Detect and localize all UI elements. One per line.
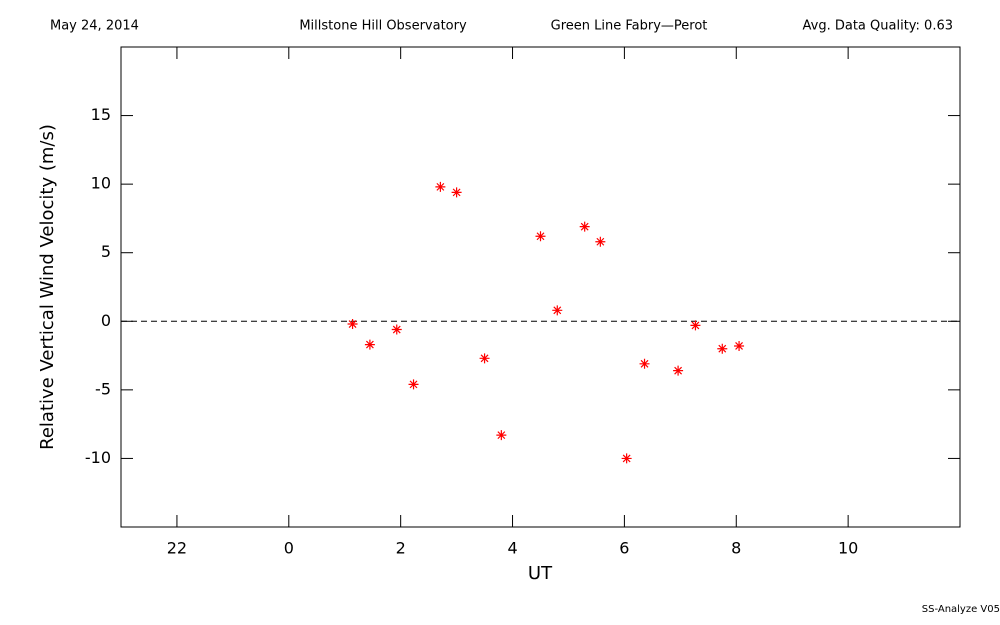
x-tick-label: 8 [731, 539, 741, 558]
y-tick-label: 10 [91, 174, 111, 193]
data-point [408, 379, 419, 390]
data-point [717, 343, 728, 354]
data-point [496, 430, 507, 441]
quality: Avg. Data Quality: 0.63 [803, 19, 953, 34]
data-point [639, 358, 650, 369]
data-point [595, 236, 606, 247]
x-tick-label: 22 [167, 539, 187, 558]
x-tick-label: 0 [284, 539, 294, 558]
plot-frame [120, 46, 961, 528]
date: May 24, 2014 [50, 19, 139, 34]
y-tick-label: -10 [85, 448, 111, 467]
data-point [347, 319, 358, 330]
instrument: Green Line Fabry—Perot [551, 19, 708, 34]
footer: SS-Analyze V05 [922, 604, 1000, 615]
data-point [451, 187, 462, 198]
x-tick-label: 6 [619, 539, 629, 558]
y-tick-label: 15 [91, 105, 111, 124]
data-point [535, 231, 546, 242]
x-axis-label: UT [528, 563, 553, 584]
data-point [621, 453, 632, 464]
y-axis-label: Relative Vertical Wind Velocity (m/s) [37, 124, 58, 450]
observatory: Millstone Hill Observatory [299, 19, 467, 34]
y-tick-label: 0 [101, 311, 111, 330]
x-tick-label: 4 [507, 539, 517, 558]
y-tick-label: 5 [101, 242, 111, 261]
y-tick-label: -5 [95, 379, 111, 398]
data-point [690, 320, 701, 331]
x-tick-label: 2 [396, 539, 406, 558]
data-point [579, 221, 590, 232]
data-point [479, 353, 490, 364]
data-point [364, 339, 375, 350]
data-point [734, 340, 745, 351]
data-point [673, 365, 684, 376]
data-point [435, 181, 446, 192]
data-point [391, 324, 402, 335]
data-point [552, 305, 563, 316]
x-tick-label: 10 [838, 539, 858, 558]
